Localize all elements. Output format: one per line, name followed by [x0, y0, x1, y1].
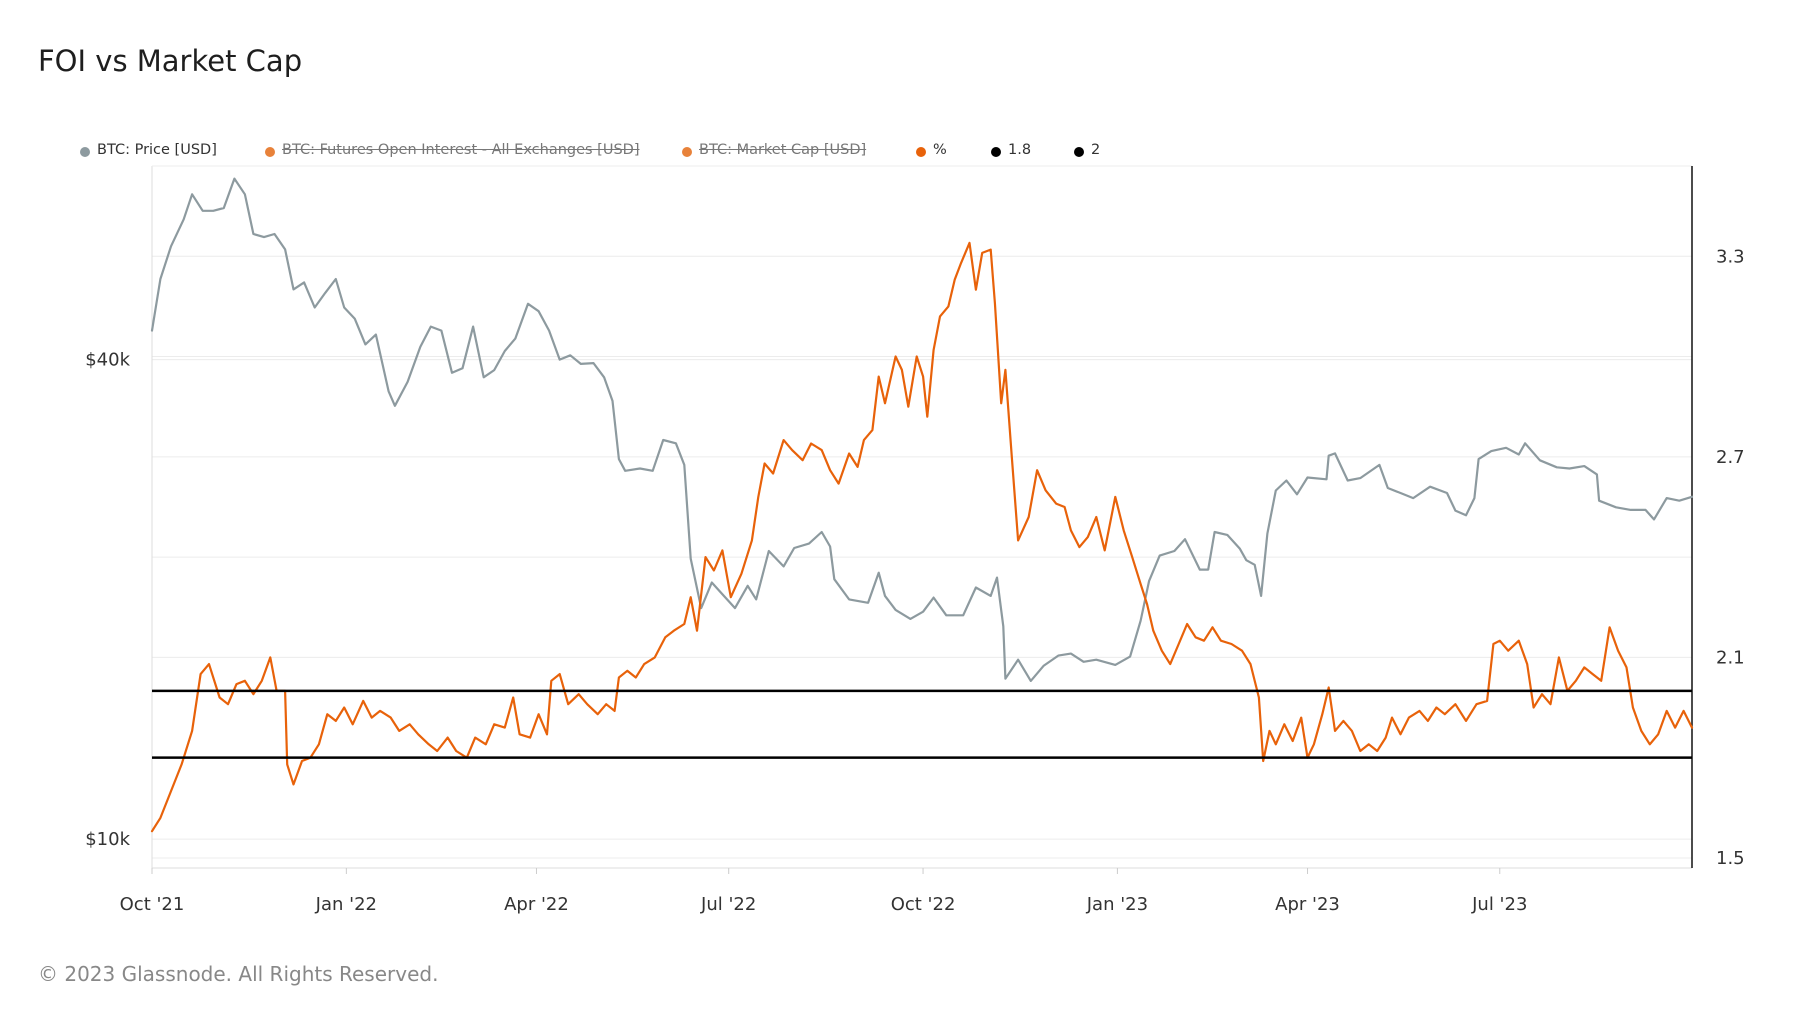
series-line-btc-price-usd	[150, 177, 1694, 682]
x-tick-label: Oct '21	[120, 894, 185, 915]
copyright-footer: © 2023 Glassnode. All Rights Reserved.	[38, 962, 439, 986]
right-tick-label: 2.1	[1716, 647, 1745, 668]
right-tick-label: 1.5	[1716, 848, 1745, 869]
legend-label: BTC: Market Cap [USD]	[699, 142, 867, 158]
legend-dot	[265, 147, 275, 157]
chart-title: FOI vs Market Cap	[38, 44, 303, 78]
x-tick-label: Jan '22	[315, 894, 377, 915]
left-tick-label: $10k	[85, 829, 130, 850]
left-tick-label: $40k	[85, 350, 130, 371]
legend-label: 2	[1091, 142, 1101, 158]
legend-dot	[682, 147, 692, 157]
series-line-percent	[150, 241, 1694, 833]
legend-label: 1.8	[1008, 142, 1032, 158]
right-tick-label: 2.7	[1716, 447, 1745, 468]
legend-dot	[916, 147, 926, 157]
legend-dot	[991, 147, 1001, 157]
x-tick-label: Jul '22	[700, 894, 756, 915]
legend-label: BTC: Futures Open Interest - All Exchang…	[282, 142, 640, 158]
x-tick-label: Apr '23	[1275, 894, 1340, 915]
x-tick-label: Jul '23	[1471, 894, 1527, 915]
x-tick-label: Jan '23	[1086, 894, 1148, 915]
legend-dot	[1074, 147, 1084, 157]
x-tick-label: Apr '22	[504, 894, 569, 915]
x-tick-label: Oct '22	[891, 894, 956, 915]
legend-label: %	[933, 142, 947, 158]
legend-dot	[80, 147, 90, 157]
legend-label: BTC: Price [USD]	[97, 142, 217, 158]
right-tick-label: 3.3	[1716, 246, 1745, 267]
